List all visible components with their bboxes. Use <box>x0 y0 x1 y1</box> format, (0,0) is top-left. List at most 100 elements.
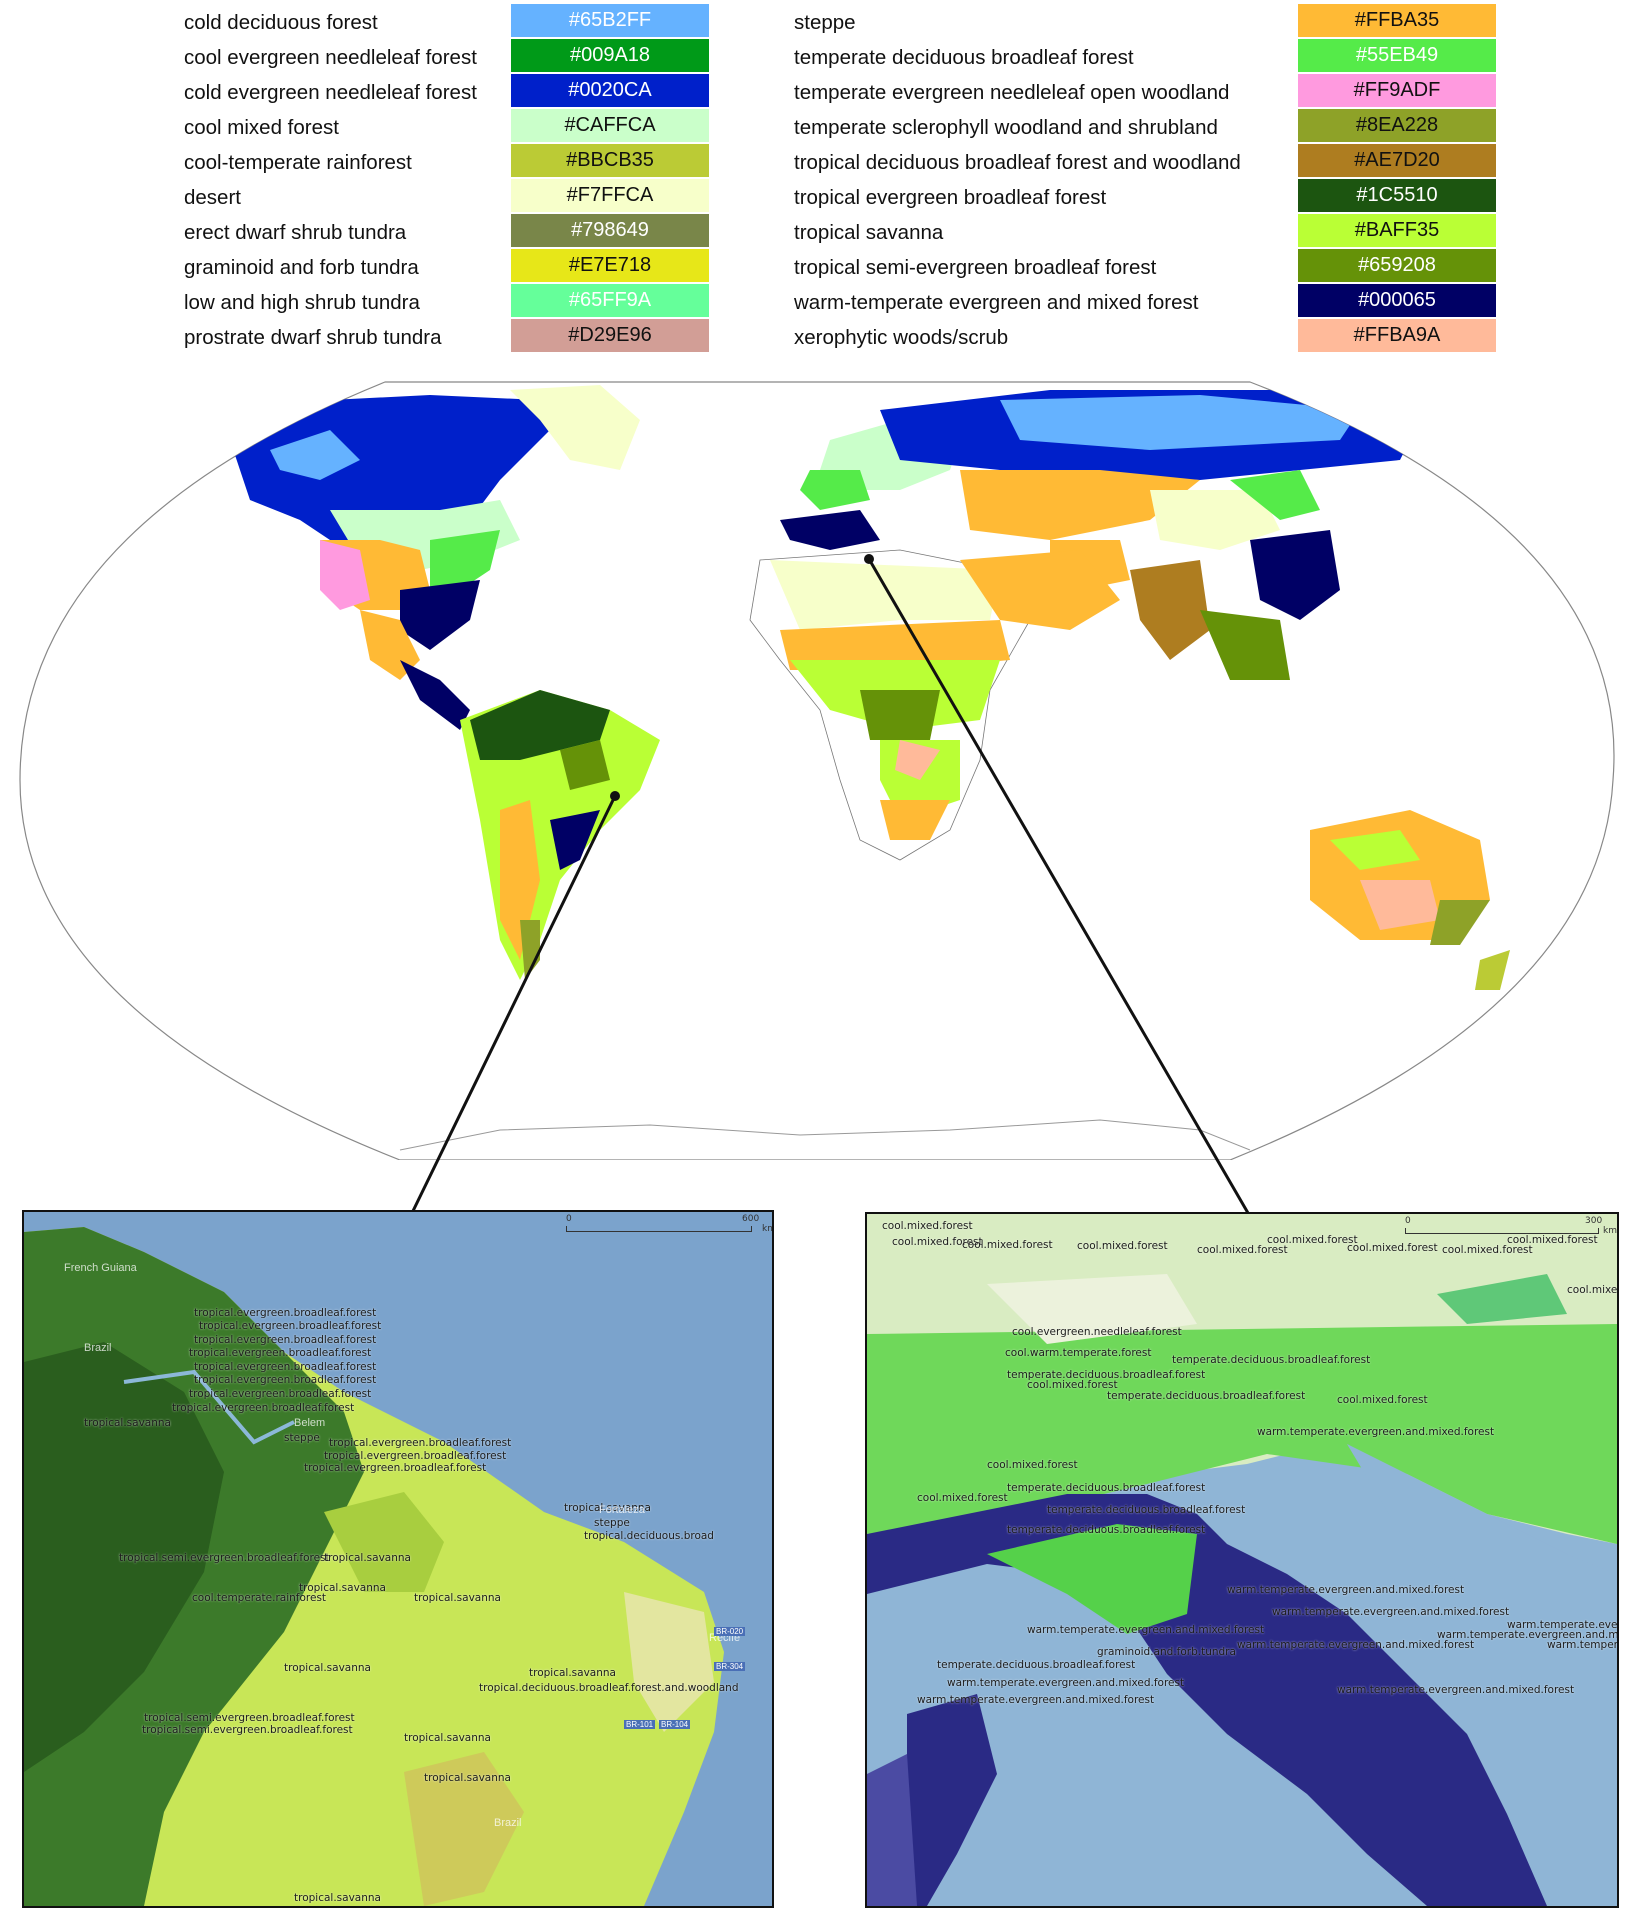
vegetation-label: cool.mixed.forest <box>987 1459 1078 1471</box>
legend-swatch: #1C5510 <box>1298 179 1496 212</box>
place-name: French Guiana <box>64 1262 137 1274</box>
place-name: Brazil <box>494 1817 522 1829</box>
legend-swatch: #E7E718 <box>511 249 709 282</box>
vegetation-label: warm.temperate.evergreen.and.mixed.fores… <box>1337 1684 1575 1696</box>
vegetation-label: steppe <box>284 1432 320 1444</box>
vegetation-label: tropical.savanna <box>294 1892 381 1904</box>
legend-label: prostrate dwarf shrub tundra <box>184 326 442 349</box>
australia <box>1310 810 1510 990</box>
vegetation-label: warm.temperate.evergreen.and.mixed.fores… <box>1547 1639 1618 1651</box>
vegetation-label: cool.warm.temperate.forest <box>1005 1347 1152 1359</box>
vegetation-label: temperate.deciduous.broadleaf.forest <box>1007 1482 1206 1494</box>
legend-label: desert <box>184 186 241 209</box>
legend-label: xerophytic woods/scrub <box>794 326 1009 349</box>
place-name: Belem <box>294 1417 326 1429</box>
vegetation-label: warm.temperate.evergreen.and.mixed.fores… <box>1227 1584 1465 1596</box>
legend-swatch: #AE7D20 <box>1298 144 1496 177</box>
vegetation-label: warm.temperate.evergreen.and.mixed.fores… <box>1257 1426 1495 1438</box>
vegetation-label: cool.mixed.forest <box>962 1239 1053 1251</box>
brazil-inset-map: 0 600 km tropical.evergreen.broadleaf.fo… <box>22 1210 774 1908</box>
legend-label: cool mixed forest <box>184 116 339 139</box>
vegetation-label: cool.temperate.rainforest <box>192 1592 327 1604</box>
scale-start: 0 <box>566 1214 572 1224</box>
road-badge: BR-101 <box>624 1720 656 1729</box>
vegetation-label: tropical.evergreen.broadleaf.forest <box>304 1462 487 1474</box>
vegetation-label: warm.temperate.evergreen.and.mixed.fores… <box>1272 1606 1510 1618</box>
legend-swatch: #8EA228 <box>1298 109 1496 142</box>
road-badge: BR-304 <box>714 1662 746 1671</box>
vegetation-label: tropical.savanna <box>284 1662 371 1674</box>
legend-label: cold deciduous forest <box>184 11 378 34</box>
vegetation-label: tropical.semi.evergreen.broadleaf.forest <box>119 1552 330 1564</box>
vegetation-label: tropical.evergreen.broadleaf.forest <box>194 1361 377 1373</box>
vegetation-label: tropical.evergreen.broadleaf.forest <box>189 1388 372 1400</box>
legend-swatch: #009A18 <box>511 39 709 72</box>
legend-swatch: #D29E96 <box>511 319 709 352</box>
legend-swatch: #65FF9A <box>511 284 709 317</box>
vegetation-label: cool.mixed.forest <box>1507 1234 1598 1246</box>
vegetation-label: temperate.deciduous.broadleaf.forest <box>1007 1524 1206 1536</box>
legend-label: cold evergreen needleleaf forest <box>184 81 477 104</box>
vegetation-label: cool.mixed.forest <box>1267 1234 1358 1246</box>
vegetation-label: temperate.deciduous.broadleaf.forest <box>1172 1354 1371 1366</box>
vegetation-label: tropical.deciduous.broad <box>584 1530 714 1542</box>
vegetation-label: temperate.deciduous.broadleaf.forest <box>1107 1390 1306 1402</box>
vegetation-label: steppe <box>594 1517 630 1529</box>
legend-swatch: #BBCB35 <box>511 144 709 177</box>
legend-label: temperate deciduous broadleaf forest <box>794 46 1134 69</box>
road-badge: BR-104 <box>659 1720 691 1729</box>
vegetation-label: warm.temperate.evergreen.and.mixed.fores… <box>1027 1624 1265 1636</box>
vegetation-label: cool.mixed.forest <box>1347 1242 1438 1254</box>
legend-swatch: #659208 <box>1298 249 1496 282</box>
legend-label: graminoid and forb tundra <box>184 256 419 279</box>
vegetation-label: cool.mixed.forest <box>1077 1240 1168 1252</box>
vegetation-label: cool.mixed.forest <box>917 1492 1008 1504</box>
scale-end: 600 <box>742 1214 760 1224</box>
legend-swatch: #65B2FF <box>511 4 709 37</box>
vegetation-label: cool.mixed.forest <box>1442 1244 1533 1256</box>
vegetation-label: temperate.deciduous.broadleaf.forest <box>1047 1504 1246 1516</box>
legend-label: cool-temperate rainforest <box>184 151 412 174</box>
vegetation-label: warm.temperate.evergreen.and.mixed.fores… <box>947 1677 1185 1689</box>
legend-swatch: #BAFF35 <box>1298 214 1496 247</box>
legend-label: tropical deciduous broadleaf forest and … <box>794 151 1241 174</box>
legend-swatch: #FFBA35 <box>1298 4 1496 37</box>
legend-swatch: #FF9ADF <box>1298 74 1496 107</box>
vegetation-label: tropical.evergreen.broadleaf.forest <box>329 1437 512 1449</box>
vegetation-label: cool.mixed.forest <box>882 1220 973 1232</box>
vegetation-label: cool.evergreen.needleleaf.forest <box>1012 1326 1182 1338</box>
vegetation-label: tropical.evergreen.broadleaf.forest <box>194 1334 377 1346</box>
legend-swatch: #000065 <box>1298 284 1496 317</box>
legend-swatch: #798649 <box>511 214 709 247</box>
vegetation-label: warm.temperate.evergreen.and.mixed.fores… <box>1437 1629 1619 1641</box>
legend-swatch: #F7FFCA <box>511 179 709 212</box>
place-name: Fortaleza <box>599 1504 645 1516</box>
vegetation-label: tropical.semi.evergreen.broadleaf.forest <box>144 1712 355 1724</box>
legend-swatch: #55EB49 <box>1298 39 1496 72</box>
vegetation-label: tropical.savanna <box>529 1667 616 1679</box>
vegetation-label: tropical.deciduous.broadleaf.forest.and.… <box>479 1682 739 1694</box>
north-america <box>230 385 640 730</box>
vegetation-label: warm.temperate.evergreen.and.mixed.fores… <box>1237 1639 1475 1651</box>
legend-label: tropical evergreen broadleaf forest <box>794 186 1107 209</box>
vegetation-label: temperate.deciduous.broadleaf.forest <box>937 1659 1136 1671</box>
vegetation-label: graminoid.and.forb.tundra <box>1097 1646 1236 1658</box>
vegetation-label: cool.mixed.forest <box>1567 1284 1618 1296</box>
vegetation-label: warm.temperate.evergreen.and.mixed.fores… <box>917 1694 1155 1706</box>
vegetation-label: tropical.savanna <box>84 1417 171 1429</box>
place-name: Brazil <box>84 1342 112 1354</box>
vegetation-label: tropical.evergreen.broadleaf.forest <box>194 1374 377 1386</box>
legend-label: tropical semi-evergreen broadleaf forest <box>794 256 1157 279</box>
italy-inset-map: 0 300 km cool.mixed.forest cool.mixed.for… <box>865 1212 1619 1908</box>
vegetation-label: tropical.savanna <box>414 1592 501 1604</box>
vegetation-label: temperate.deciduous.broadleaf.forest <box>1007 1369 1206 1381</box>
world-vegetation-map <box>19 381 1615 1160</box>
vegetation-label: tropical.evergreen.broadleaf.forest <box>324 1450 507 1462</box>
vegetation-label: tropical.savanna <box>299 1582 386 1594</box>
vegetation-label: tropical.evergreen.broadleaf.forest <box>199 1320 382 1332</box>
legend-label: temperate sclerophyll woodland and shrub… <box>794 116 1218 139</box>
italy-marker <box>864 554 874 564</box>
legend-label: tropical savanna <box>794 221 944 244</box>
vegetation-label: tropical.evergreen.broadleaf.forest <box>189 1347 372 1359</box>
scale-start: 0 <box>1405 1216 1411 1226</box>
